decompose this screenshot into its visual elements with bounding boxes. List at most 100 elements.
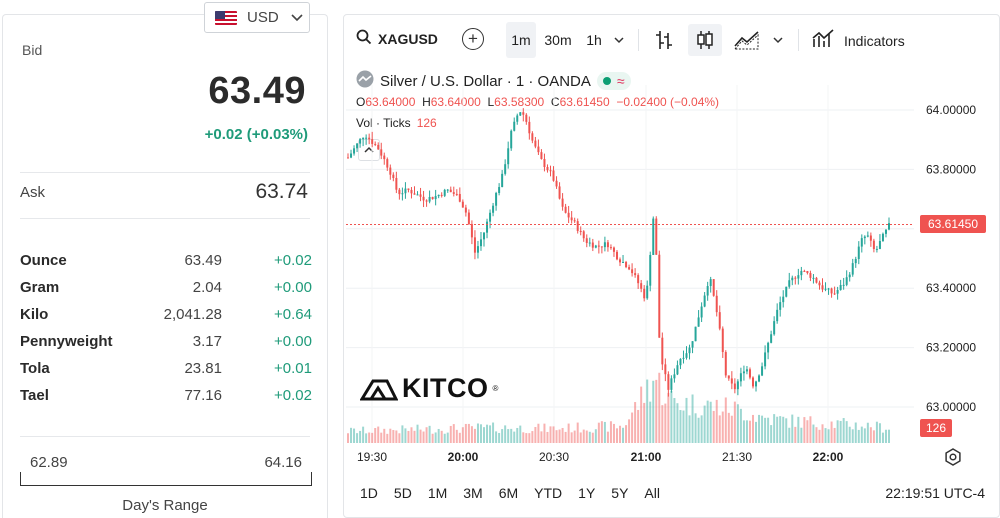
volume-bar	[818, 429, 821, 443]
volume-bar	[609, 421, 612, 443]
candle-body	[748, 369, 751, 378]
range-1m[interactable]: 1M	[427, 485, 448, 501]
currency-selector[interactable]: USD	[204, 2, 310, 33]
range-5y[interactable]: 5Y	[611, 485, 629, 501]
chart-settings-icon[interactable]	[944, 448, 962, 471]
candle-body	[776, 309, 779, 322]
add-symbol-icon[interactable]: +	[462, 28, 484, 50]
volume-bar	[473, 428, 476, 443]
candle-body	[691, 341, 694, 348]
candle-body	[386, 159, 389, 168]
volume-bar	[640, 386, 643, 443]
time-range-bar: 1D 5D 1M 3M 6M YTD 1Y 5Y All	[360, 485, 676, 501]
candle-body	[498, 187, 501, 193]
volume-bar	[419, 429, 422, 443]
candle-body	[507, 148, 510, 165]
volume-bar	[374, 428, 377, 443]
candle-body	[625, 261, 628, 268]
interval-1m[interactable]: 1m	[506, 22, 536, 58]
candle-body	[489, 212, 492, 222]
unit-row-tola: Tola 23.81 +0.01	[20, 358, 312, 385]
chart-clock[interactable]: 22:19:51 UTC-4	[885, 485, 985, 501]
chevron-down-icon[interactable]	[768, 24, 788, 56]
candle-body	[483, 232, 486, 240]
candle-body	[685, 353, 688, 358]
candle-body	[821, 285, 824, 290]
volume-bar	[878, 423, 881, 443]
interval-30m[interactable]: 30m	[544, 32, 572, 48]
volume-bar	[546, 431, 549, 443]
range-5d[interactable]: 5D	[393, 485, 412, 501]
range-all[interactable]: All	[644, 485, 660, 501]
volume-bar	[359, 430, 362, 443]
volume-bar	[727, 412, 730, 443]
candle-body	[863, 236, 866, 239]
volume-bar	[625, 425, 628, 443]
current-volume-tag: 126	[920, 419, 952, 437]
volume-bar	[383, 428, 386, 443]
unit-name: Kilo	[20, 306, 49, 323]
candle-body	[676, 365, 679, 375]
time-axis-label: 21:00	[631, 450, 662, 464]
volume-bar	[398, 433, 401, 443]
candle-body	[516, 115, 519, 122]
volume-bar	[449, 425, 452, 443]
candle-body	[513, 121, 516, 131]
range-6m[interactable]: 6M	[498, 485, 519, 501]
candle-body	[773, 321, 776, 335]
candle-body	[383, 155, 386, 160]
days-range-bar	[20, 472, 312, 486]
volume-bar	[764, 417, 767, 443]
candle-body	[461, 201, 464, 208]
chevron-down-icon[interactable]	[610, 24, 628, 56]
collapse-legend-button[interactable]	[358, 139, 380, 161]
time-axis-label: 22:00	[813, 450, 844, 464]
candle-body	[353, 148, 356, 154]
candlestick-icon[interactable]	[688, 24, 722, 56]
candle-body	[476, 246, 479, 253]
candle-body	[730, 378, 733, 384]
candle-body	[552, 170, 555, 181]
candle-body	[501, 173, 504, 188]
symbol-search[interactable]: XAGUSD	[356, 29, 438, 48]
range-ytd[interactable]: YTD	[534, 485, 563, 501]
candle-body	[350, 153, 353, 158]
candle-body	[612, 247, 615, 252]
volume-bar	[700, 415, 703, 443]
volume-bar	[401, 425, 404, 443]
bar-chart-icon[interactable]	[650, 24, 678, 56]
volume-bar	[431, 433, 434, 443]
candle-body	[851, 263, 854, 275]
volume-bar	[884, 429, 887, 443]
candle-body	[619, 259, 622, 263]
candle-body	[755, 381, 758, 387]
candle-body	[609, 247, 612, 249]
candle-body	[389, 167, 392, 175]
range-1y[interactable]: 1Y	[578, 485, 596, 501]
candle-body	[519, 112, 522, 116]
candle-body	[739, 373, 742, 382]
candle-body	[878, 240, 881, 249]
volume-bar	[489, 425, 492, 443]
volume-bar	[658, 372, 661, 443]
time-axis-label: 21:30	[722, 450, 752, 464]
indicators-button[interactable]: Indicators	[812, 29, 905, 52]
candle-body	[833, 293, 836, 295]
volume-bar	[365, 433, 368, 443]
candle-body	[661, 337, 664, 365]
interval-1h[interactable]: 1h	[586, 32, 602, 48]
volume-bar	[888, 429, 890, 443]
candle-body	[603, 242, 606, 248]
candle-body	[407, 188, 410, 190]
range-3m[interactable]: 3M	[463, 485, 483, 501]
range-1d[interactable]: 1D	[360, 485, 378, 501]
volume-bar	[443, 433, 446, 443]
unit-row-pennyweight: Pennyweight 3.17 +0.00	[20, 331, 312, 358]
volume-bar	[585, 430, 588, 443]
candle-body	[724, 352, 727, 376]
volume-bar	[404, 428, 407, 443]
candle-body	[791, 277, 794, 281]
price-axis-label: 63.80000	[926, 162, 976, 176]
candle-body	[594, 245, 597, 248]
area-chart-icon[interactable]	[730, 24, 764, 56]
